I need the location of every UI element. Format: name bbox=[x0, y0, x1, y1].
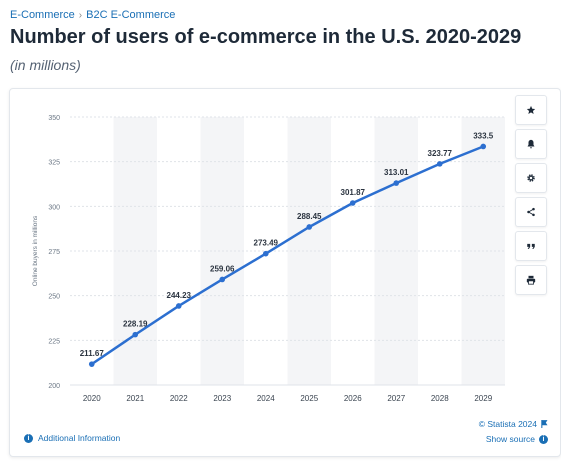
page-title: Number of users of e-commerce in the U.S… bbox=[10, 26, 522, 48]
data-point bbox=[306, 224, 313, 230]
x-tick-label: 2024 bbox=[257, 394, 275, 403]
data-point bbox=[349, 200, 356, 206]
statista-credit[interactable]: © Statista 2024 bbox=[479, 419, 548, 429]
y-tick-label: 250 bbox=[48, 294, 60, 301]
data-label: 228.19 bbox=[123, 320, 148, 329]
breadcrumb: E-Commerce › B2C E-Commerce bbox=[10, 9, 175, 21]
chart-toolbar bbox=[515, 95, 547, 295]
favorite-button[interactable] bbox=[515, 95, 547, 125]
flag-icon bbox=[541, 420, 548, 428]
print-icon bbox=[526, 275, 536, 285]
x-tick-label: 2021 bbox=[126, 394, 144, 403]
data-point bbox=[175, 303, 182, 309]
data-point bbox=[480, 143, 487, 150]
show-source-link[interactable]: Show source i bbox=[486, 434, 548, 444]
info-icon: i bbox=[539, 434, 548, 444]
chart-card: 200 225 250 275 300 325 350 Online buyers in mi… bbox=[9, 88, 561, 457]
share-icon bbox=[527, 207, 535, 217]
breadcrumb-item-ecommerce[interactable]: E-Commerce bbox=[10, 9, 75, 21]
data-label: 259.06 bbox=[210, 264, 235, 273]
data-point bbox=[132, 331, 139, 338]
y-tick-label: 225 bbox=[48, 338, 60, 345]
share-button[interactable] bbox=[515, 197, 547, 227]
y-tick-label: 275 bbox=[48, 249, 60, 256]
data-label: 273.49 bbox=[254, 239, 279, 248]
star-icon bbox=[526, 105, 536, 114]
data-label: 288.45 bbox=[297, 212, 322, 221]
y-tick-label: 325 bbox=[48, 160, 60, 167]
data-point bbox=[436, 161, 443, 167]
x-tick-label: 2023 bbox=[213, 394, 231, 403]
info-icon: i bbox=[24, 433, 33, 443]
x-tick-label: 2026 bbox=[344, 394, 362, 403]
series-line bbox=[91, 145, 484, 366]
breadcrumb-item-b2c-ecommerce[interactable]: B2C E-Commerce bbox=[86, 9, 176, 21]
statista-credit-text: © Statista 2024 bbox=[478, 419, 537, 429]
data-label: 333.5 bbox=[473, 131, 494, 140]
data-point bbox=[393, 180, 400, 186]
x-tick-label: 2029 bbox=[474, 394, 492, 403]
x-tick-label: 2022 bbox=[170, 394, 188, 403]
y-tick-label: 350 bbox=[48, 115, 60, 122]
x-tick-label: 2025 bbox=[300, 394, 318, 403]
x-tick-label: 2020 bbox=[83, 394, 101, 403]
x-tick-label: 2027 bbox=[387, 394, 405, 403]
notification-button[interactable] bbox=[515, 129, 547, 159]
data-label: 313.01 bbox=[384, 168, 409, 177]
data-label: 323.77 bbox=[428, 149, 453, 158]
page-subtitle: (in millions) bbox=[10, 57, 81, 73]
y-axis-label: Online buyers in millions bbox=[32, 215, 39, 286]
data-label: 301.87 bbox=[341, 188, 366, 197]
additional-information-link[interactable]: i Additional Information bbox=[24, 433, 120, 443]
data-point bbox=[88, 361, 95, 367]
show-source-text: Show source bbox=[485, 434, 535, 444]
data-point bbox=[262, 250, 269, 257]
quote-icon bbox=[527, 243, 535, 249]
x-tick-label: 2028 bbox=[431, 394, 449, 403]
breadcrumb-separator: › bbox=[78, 9, 83, 21]
data-point bbox=[219, 276, 226, 283]
bell-icon bbox=[527, 139, 535, 149]
gear-icon bbox=[527, 174, 535, 182]
data-label: 244.23 bbox=[167, 291, 192, 300]
line-chart: 200 225 250 275 300 325 350 Online buyers in mi… bbox=[32, 115, 505, 403]
cite-button[interactable] bbox=[515, 231, 547, 261]
y-tick-label: 200 bbox=[48, 383, 60, 390]
additional-information-text: Additional Information bbox=[38, 433, 121, 443]
data-label: 211.67 bbox=[80, 349, 105, 358]
settings-button[interactable] bbox=[515, 163, 547, 193]
print-button[interactable] bbox=[515, 265, 547, 295]
y-tick-label: 300 bbox=[48, 204, 60, 211]
